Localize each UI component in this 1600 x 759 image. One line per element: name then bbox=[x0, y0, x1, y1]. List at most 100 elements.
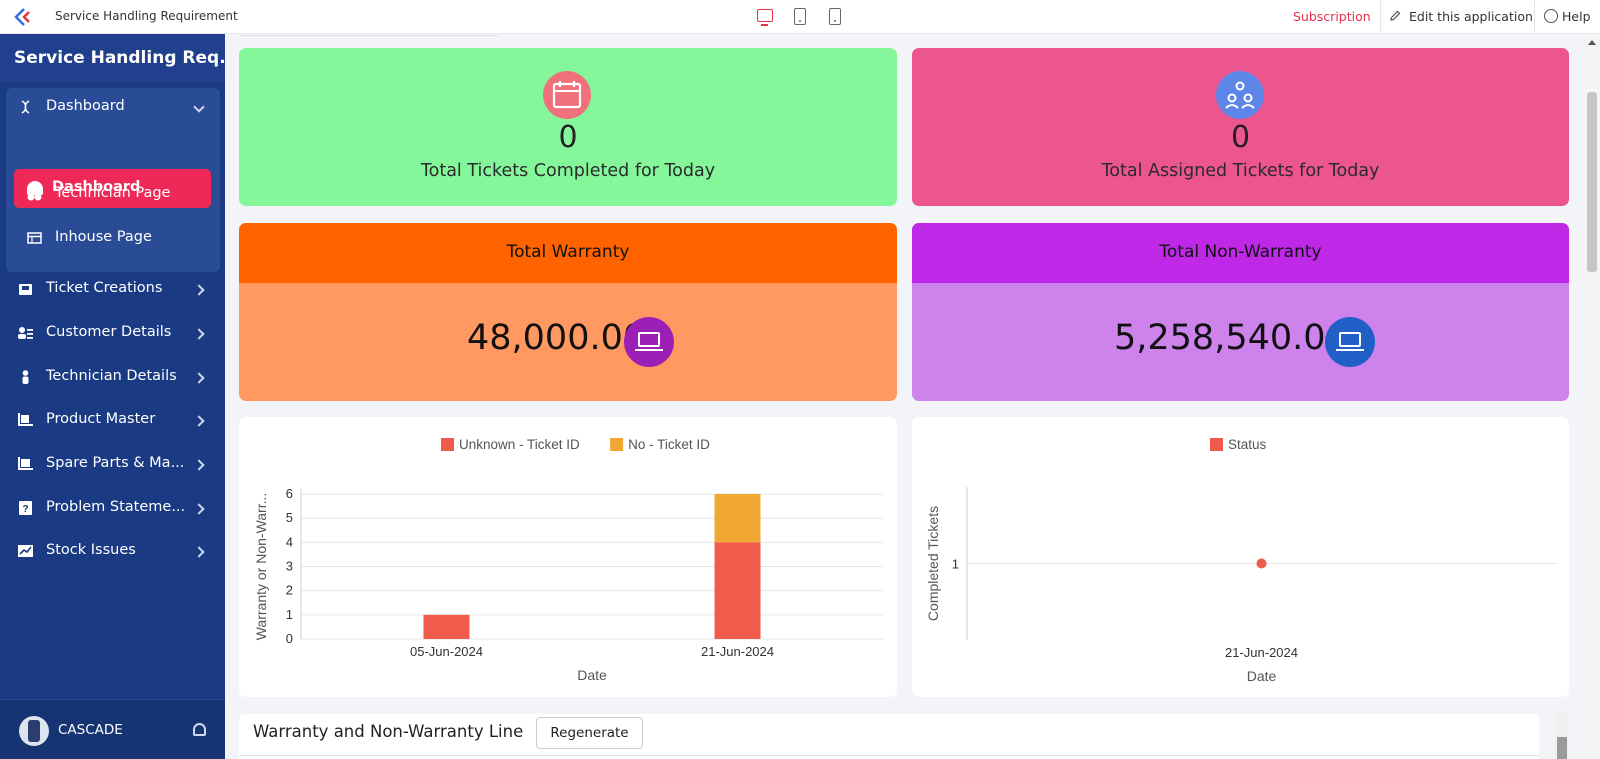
mobile-view-icon[interactable] bbox=[829, 8, 841, 25]
laptop-chart-icon bbox=[624, 317, 674, 367]
assigned-tickets-label: Total Assigned Tickets for Today bbox=[1101, 161, 1380, 181]
divider bbox=[1534, 0, 1535, 34]
sidebar: Service Handling Req... Dashboard Dashbo… bbox=[0, 34, 225, 759]
scatter-point bbox=[1256, 558, 1267, 569]
completed-tickets-label: Total Tickets Completed for Today bbox=[420, 161, 716, 181]
warranty-line-title: Warranty and Non-Warranty Line bbox=[253, 722, 524, 741]
sidebar-item-label: Problem Stateme... bbox=[46, 499, 186, 515]
bar bbox=[423, 614, 470, 639]
y-axis-label: Warranty or Non-Warr... bbox=[253, 493, 269, 641]
scatter-chart-svg: Status 1 21-Jun-2024 Date Completed Tickets bbox=[925, 437, 1556, 684]
y-tick-label: 1 bbox=[952, 557, 959, 572]
completed-tickets-value: 0 bbox=[558, 120, 578, 155]
partial-card-top bbox=[240, 32, 498, 36]
x-tick-label: 21-Jun-2024 bbox=[701, 644, 774, 659]
table-icon bbox=[27, 232, 42, 244]
scrollbar-thumb[interactable] bbox=[1587, 92, 1597, 272]
y-tick-label: 1 bbox=[286, 607, 293, 622]
person-icon bbox=[22, 370, 29, 384]
chevron-right-icon[interactable] bbox=[193, 284, 205, 296]
desktop-view-icon[interactable] bbox=[757, 9, 773, 26]
pencil-icon bbox=[1390, 10, 1401, 21]
assigned-tickets-card: 0 Total Assigned Tickets for Today bbox=[912, 48, 1569, 206]
x-axis-label: Date bbox=[1247, 668, 1277, 684]
legend-label: No - Ticket ID bbox=[628, 437, 710, 452]
sidebar-item-label: Ticket Creations bbox=[46, 280, 163, 296]
laptop-chart-icon bbox=[1325, 317, 1375, 367]
y-tick-label: 0 bbox=[286, 631, 293, 646]
sidebar-item-label: Product Master bbox=[46, 411, 156, 427]
total-non-warranty-title: Total Non-Warranty bbox=[1159, 242, 1322, 262]
inbox-icon bbox=[19, 284, 32, 295]
page-scrollbar[interactable] bbox=[1584, 34, 1600, 759]
x-tick-label: 21-Jun-2024 bbox=[1225, 645, 1298, 660]
calendar-icon bbox=[543, 71, 591, 119]
user-name: CASCADE bbox=[58, 722, 123, 738]
y-tick-label: 4 bbox=[286, 534, 293, 549]
forklift-icon bbox=[18, 413, 33, 426]
top-bar: Service Handling Requirement Subscriptio… bbox=[0, 0, 1600, 34]
x-axis-label: Date bbox=[577, 667, 607, 683]
divider bbox=[239, 755, 1539, 756]
total-warranty-card: Total Warranty 48,000.00 bbox=[239, 223, 897, 401]
warranty-line-card: Warranty and Non-Warranty Line Regenerat… bbox=[239, 714, 1539, 759]
y-tick-label: 5 bbox=[286, 510, 293, 525]
sidebar-footer: CASCADE bbox=[0, 699, 225, 759]
chevron-right-icon[interactable] bbox=[193, 503, 205, 515]
sidebar-item-label: Inhouse Page bbox=[55, 229, 152, 245]
legend-label: Status bbox=[1228, 437, 1267, 452]
total-non-warranty-card: Total Non-Warranty 5,258,540.00 bbox=[912, 223, 1569, 401]
bar-chart-svg: Unknown - Ticket ID No - Ticket ID 0 1 2 3 4 5 6… bbox=[253, 437, 883, 683]
app-logo-icon[interactable] bbox=[12, 7, 34, 27]
card-header: Total Non-Warranty bbox=[912, 223, 1569, 283]
y-tick-label: 2 bbox=[286, 583, 293, 598]
cluster-icon bbox=[27, 187, 42, 201]
avatar[interactable] bbox=[19, 716, 49, 746]
sidebar-item-label: Technician Details bbox=[46, 368, 177, 384]
assigned-tickets-value: 0 bbox=[1230, 120, 1251, 155]
completed-tickets-chart: Status 1 21-Jun-2024 Date Completed Tickets bbox=[912, 417, 1569, 697]
sidebar-item-dashboard[interactable]: Dashboard bbox=[14, 169, 211, 208]
x-tick-label: 05-Jun-2024 bbox=[410, 644, 483, 659]
chevron-right-icon[interactable] bbox=[193, 415, 205, 427]
help-link[interactable]: Help bbox=[1562, 9, 1591, 24]
legend-swatch bbox=[1210, 438, 1223, 451]
scroll-up-icon[interactable] bbox=[1588, 40, 1596, 45]
dna-icon bbox=[21, 100, 30, 114]
inner-scrollbar[interactable] bbox=[1555, 712, 1569, 759]
warranty-by-date-chart: Unknown - Ticket ID No - Ticket ID 0 1 2 3 4 5 6… bbox=[239, 417, 897, 697]
y-tick-label: 3 bbox=[286, 559, 293, 574]
total-warranty-value: 48,000.00 bbox=[467, 318, 646, 358]
svg-text:?: ? bbox=[22, 504, 28, 515]
chevron-right-icon[interactable] bbox=[193, 546, 205, 558]
subscription-link[interactable]: Subscription bbox=[1293, 9, 1371, 24]
chevron-right-icon[interactable] bbox=[193, 328, 205, 340]
sidebar-item-label: Dashboard bbox=[52, 179, 141, 195]
help-icon bbox=[1544, 9, 1558, 23]
chevron-right-icon[interactable] bbox=[193, 372, 205, 384]
team-icon bbox=[1216, 71, 1264, 119]
user-list-icon bbox=[18, 327, 33, 339]
completed-tickets-card: 0 Total Tickets Completed for Today bbox=[239, 48, 897, 206]
sidebar-item-label: Technician Page bbox=[55, 185, 171, 201]
edit-application-link[interactable]: Edit this application bbox=[1409, 9, 1533, 24]
divider bbox=[1380, 0, 1381, 34]
bar bbox=[714, 494, 761, 543]
total-warranty-title: Total Warranty bbox=[506, 242, 630, 262]
regenerate-button[interactable]: Regenerate bbox=[536, 717, 643, 749]
sidebar-item-label: Dashboard bbox=[46, 98, 125, 114]
legend-label: Unknown - Ticket ID bbox=[459, 437, 580, 452]
legend-swatch bbox=[610, 438, 624, 451]
sidebar-app-title: Service Handling Req... bbox=[0, 34, 225, 82]
bar bbox=[714, 542, 761, 639]
total-non-warranty-value: 5,258,540.00 bbox=[1114, 318, 1348, 358]
question-box-icon: ? bbox=[19, 501, 32, 515]
tablet-view-icon[interactable] bbox=[794, 8, 806, 25]
sidebar-item-label: Customer Details bbox=[46, 324, 172, 340]
app-title: Service Handling Requirement bbox=[55, 9, 238, 23]
truck-icon bbox=[18, 457, 33, 470]
y-axis-label: Completed Tickets bbox=[925, 506, 941, 621]
sidebar-item-label: Stock Issues bbox=[46, 542, 136, 558]
chevron-right-icon[interactable] bbox=[193, 459, 205, 471]
bell-icon[interactable] bbox=[193, 723, 206, 736]
